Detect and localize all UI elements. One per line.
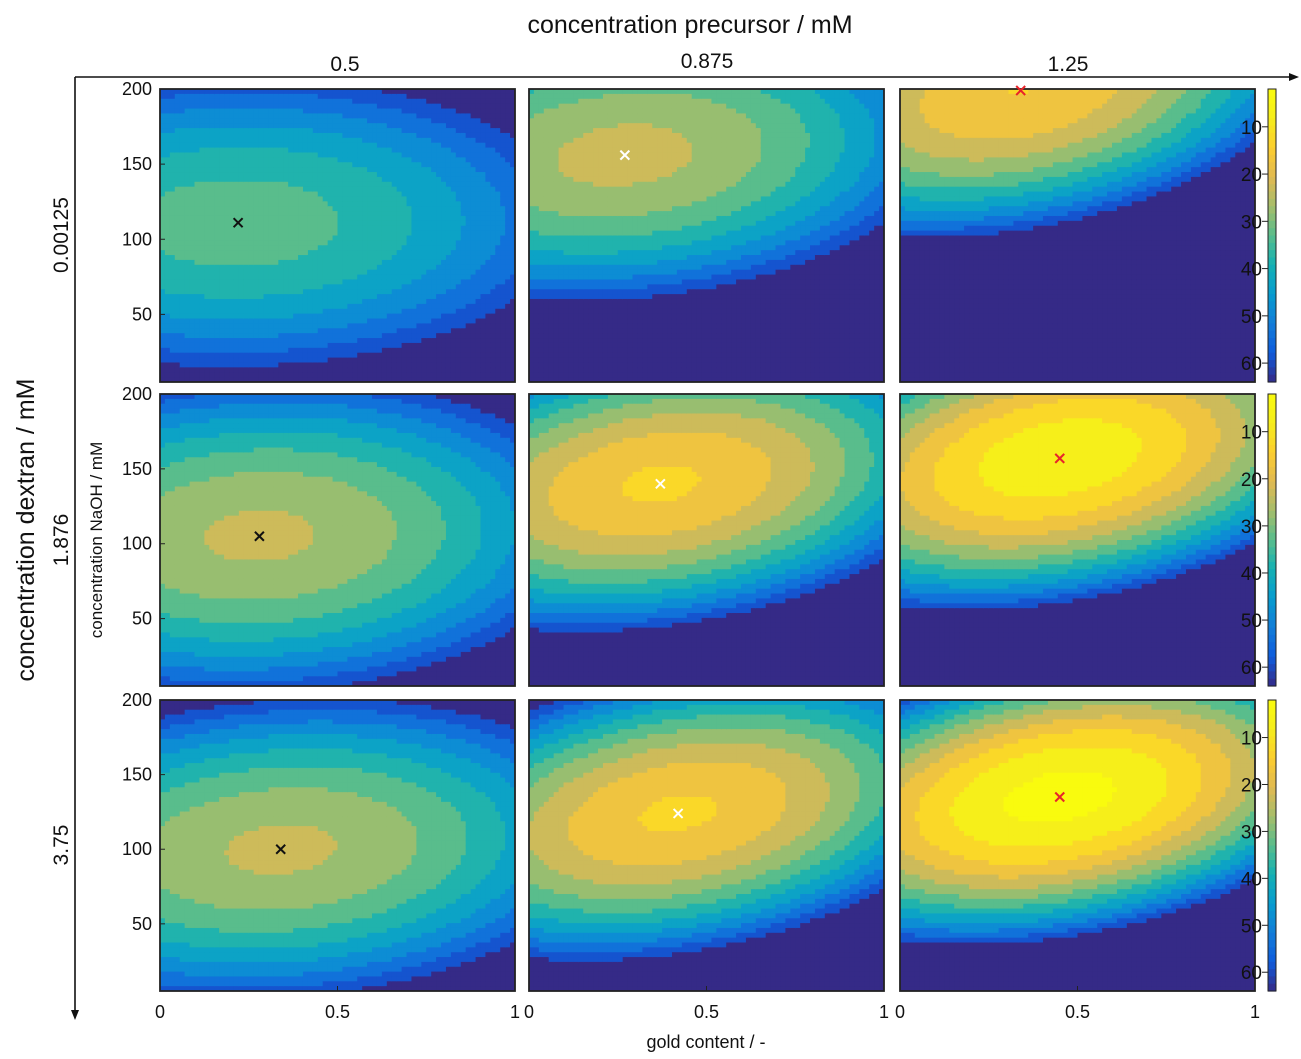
colorbar-tick-label: 60: [1241, 963, 1262, 984]
outer-y-axis-label: concentration dextran / mM: [12, 379, 40, 682]
colorbar-tick-label: 60: [1241, 658, 1262, 679]
colorbar-tick-label: 10: [1241, 729, 1262, 750]
contour-panel: [529, 394, 885, 687]
column-label: 1.25: [1048, 53, 1089, 76]
y-tick-label: 50: [132, 914, 152, 934]
contour-panel: [529, 89, 885, 383]
y-tick-label: 100: [122, 839, 152, 859]
colorbar-tick-label: 10: [1241, 423, 1262, 444]
y-tick-label: 50: [132, 609, 152, 629]
row-label: 0.00125: [50, 197, 73, 273]
colorbar-tick-label: 10: [1241, 118, 1262, 139]
x-tick-label: 0: [155, 1002, 165, 1022]
x-tick-label: 0: [524, 1002, 534, 1022]
y-tick-label: 100: [122, 534, 152, 554]
colorbar-tick-label: 50: [1241, 307, 1262, 328]
x-tick-label: 0.5: [325, 1002, 350, 1022]
y-tick-label: 200: [122, 384, 152, 404]
colorbar-tick-label: 60: [1241, 354, 1262, 375]
y-tick-label: 200: [122, 690, 152, 710]
y-tick-label: 100: [122, 229, 152, 249]
contour-panel: [160, 700, 516, 992]
x-tick-label: 0.5: [694, 1002, 719, 1022]
colorbar-tick-label: 20: [1241, 470, 1262, 491]
row-label: 3.75: [50, 825, 73, 866]
colorbar-tick-label: 30: [1241, 212, 1262, 233]
contour-panel: [529, 700, 885, 992]
y-tick-label: 200: [122, 79, 152, 99]
colorbar-tick-label: 30: [1241, 822, 1262, 843]
colorbar-tick-label: 20: [1241, 165, 1262, 186]
x-tick-label: 0: [895, 1002, 905, 1022]
outer-x-axis-arrow: [1289, 73, 1299, 81]
y-tick-label: 150: [122, 459, 152, 479]
y-tick-label: 150: [122, 765, 152, 785]
colorbar-tick-label: 40: [1241, 869, 1262, 890]
y-axis-label: concentration NaOH / mM: [87, 442, 106, 639]
colorbar-tick-label: 30: [1241, 517, 1262, 538]
row-label: 1.876: [50, 514, 73, 567]
column-label: 0.5: [330, 53, 359, 76]
colorbar-tick-label: 40: [1241, 564, 1262, 585]
x-tick-label: 1: [510, 1002, 520, 1022]
contour-panel: [900, 394, 1256, 687]
colorbar-tick-label: 40: [1241, 260, 1262, 281]
y-tick-label: 150: [122, 154, 152, 174]
contour-panel: [160, 394, 516, 687]
column-label: 0.875: [681, 50, 734, 73]
contour-panel: [160, 89, 516, 383]
contour-panel: [900, 89, 1256, 383]
contour-panel: [900, 700, 1256, 992]
y-tick-label: 50: [132, 304, 152, 324]
x-axis-label: gold content / -: [646, 1032, 765, 1052]
outer-x-axis-label: concentration precursor / mM: [527, 11, 852, 39]
x-tick-label: 1: [879, 1002, 889, 1022]
outer-y-axis-arrow: [71, 1010, 79, 1020]
x-tick-label: 1: [1250, 1002, 1260, 1022]
colorbar-tick-label: 50: [1241, 611, 1262, 632]
colorbar-tick-label: 20: [1241, 775, 1262, 796]
x-tick-label: 0.5: [1065, 1002, 1090, 1022]
colorbar-tick-label: 50: [1241, 916, 1262, 937]
